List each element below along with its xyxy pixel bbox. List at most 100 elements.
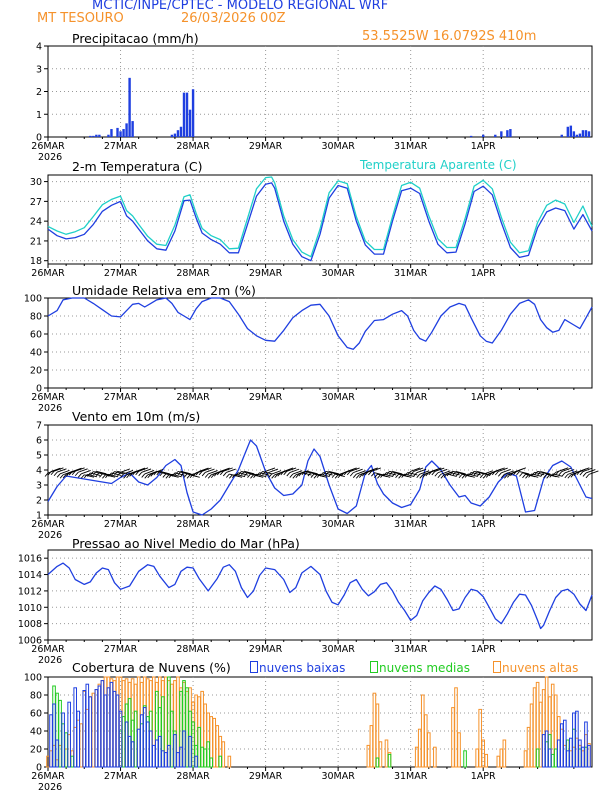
wind-barb-flag: [485, 473, 490, 478]
y-tick-label: 1008: [18, 619, 42, 630]
wind-barb-flag: [238, 471, 242, 476]
wind-barb-flag: [292, 474, 297, 479]
x-tick-label: 29MAR: [249, 141, 283, 152]
wind-barb-flag: [141, 473, 146, 478]
wind-barb: [371, 467, 381, 472]
wind-barb: [455, 471, 466, 475]
wind-barb-flag: [135, 470, 140, 476]
cloud-bar-nuvens-medias: [64, 732, 68, 768]
precip-bar: [575, 134, 579, 137]
wind-barb: [410, 467, 421, 472]
cloud-bar-nuvens-baixas: [167, 744, 171, 768]
wind-barb-flag: [204, 473, 209, 478]
wind-barb-flag: [564, 474, 569, 479]
cloud-bar-nuvens-baixas: [136, 728, 141, 768]
wind-barb-flag: [210, 473, 215, 479]
cloud-bar-nuvens-baixas: [109, 681, 114, 768]
y-tick-label: 24: [30, 217, 42, 228]
y-tick-label: 30: [30, 177, 42, 188]
wind-barb: [99, 471, 110, 476]
wind-barb: [483, 470, 493, 475]
x-tick-label: 1APR: [471, 268, 496, 279]
wind-barb-flag: [286, 472, 291, 477]
wind-barb-flag: [331, 473, 336, 478]
wind-barb-flag: [519, 472, 523, 477]
wind-barb-flag: [374, 473, 378, 478]
cloud-bar-nuvens-baixas: [67, 701, 71, 768]
y-tick-label: 20: [30, 745, 42, 756]
wind-barb-flag: [319, 472, 324, 477]
wind-barb-flag: [567, 474, 572, 479]
cloud-bar-nuvens-medias: [121, 716, 126, 768]
wind-barb: [105, 474, 116, 478]
cloud-bar-nuvens-altas: [526, 726, 531, 768]
wind-barb-flag: [434, 472, 439, 477]
wind-barb-flag: [428, 471, 433, 476]
wind-barb-flag: [150, 472, 155, 477]
cloud-bar-nuvens-baixas: [547, 748, 552, 768]
precip-bar: [116, 127, 119, 137]
x-tick-label: 28MAR: [176, 644, 210, 655]
wind-barb: [123, 470, 134, 475]
cloud-bar-nuvens-altas: [502, 739, 507, 768]
wind-barb-flag: [579, 471, 584, 476]
wind-barb-flag: [522, 474, 526, 479]
wind-barb: [440, 470, 451, 475]
x-tick-label: 1APR: [471, 392, 496, 403]
wind-barb-flag: [195, 471, 200, 476]
wind-barb-flag: [470, 471, 475, 476]
wind-barb-flag: [494, 471, 499, 476]
wind-barb-flag: [47, 471, 52, 476]
y-tick-label: 2: [36, 496, 42, 507]
series-line-pres-0: [47, 562, 593, 630]
wind-barb: [93, 471, 104, 475]
wind-barb-flag: [585, 474, 590, 479]
x-tick-label: 26MAR: [31, 519, 65, 530]
wind-barb-flag: [407, 471, 412, 476]
y-tick-label: 6: [36, 436, 42, 447]
wind-barb-flag: [431, 471, 436, 476]
wind-barb-flag: [343, 471, 348, 476]
wind-barb-flag: [225, 473, 230, 478]
cloud-bar-nuvens-baixas: [142, 707, 147, 768]
wind-barb: [292, 470, 303, 475]
x-tick-label: 31MAR: [394, 644, 428, 655]
wind-barb-flag: [216, 471, 221, 476]
precip-bar: [482, 134, 485, 137]
wind-barb-flag: [147, 474, 152, 479]
x-tick-label: 28MAR: [176, 268, 210, 279]
cloud-bar-nuvens-baixas: [52, 703, 56, 768]
y-tick-label: 27: [30, 197, 42, 208]
precip-bar: [188, 109, 192, 137]
wind-barb-flag: [582, 472, 587, 477]
y-tick-label: 0: [36, 133, 42, 144]
panel-precip: [44, 45, 593, 141]
wind-barb: [84, 474, 95, 478]
wind-barb-flag: [301, 471, 306, 476]
x-tick-label: 31MAR: [394, 141, 428, 152]
y-tick-label: 3: [36, 481, 42, 492]
cloud-bar-nuvens-altas: [79, 723, 84, 768]
cloud-bar-nuvens-altas: [538, 701, 543, 768]
x-tick-label: 27MAR: [104, 644, 138, 655]
wind-barb: [220, 467, 230, 472]
x-tick-label: 29MAR: [249, 644, 283, 655]
cloud-bar-nuvens-altas: [496, 755, 501, 768]
precip-bar: [578, 133, 582, 137]
precip-bar: [500, 131, 503, 137]
cloud-bar-nuvens-baixas: [97, 685, 102, 768]
wind-barb-flag: [340, 472, 345, 477]
wind-barb-flag: [268, 473, 272, 478]
wind-barb-flag: [461, 474, 466, 479]
y-tick-label: 80: [30, 691, 42, 702]
wind-barb-flag: [77, 473, 82, 478]
cloud-bar-nuvens-baixas: [182, 730, 186, 768]
y-tick-label: 5: [36, 451, 42, 462]
precip-bar: [560, 134, 563, 137]
wind-barb-flag: [316, 473, 321, 478]
wind-barb-flag: [262, 471, 266, 476]
wind-barb-flag: [368, 471, 372, 476]
wind-barb: [72, 467, 82, 472]
x-tick-label: 26MAR: [31, 268, 65, 279]
